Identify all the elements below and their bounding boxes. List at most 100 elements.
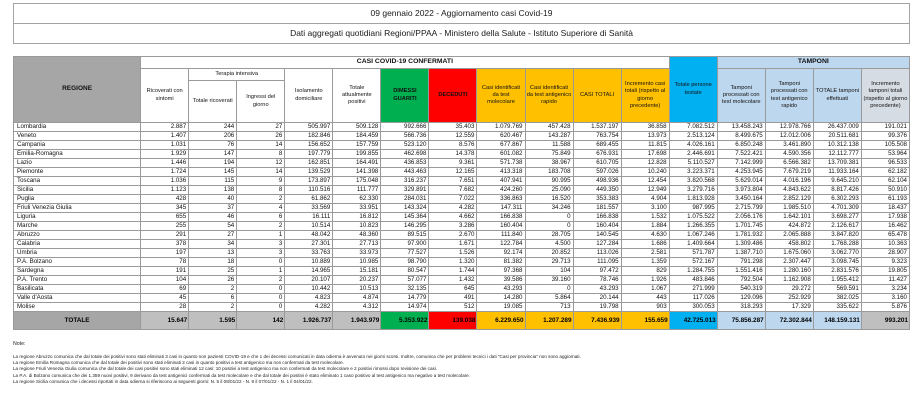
totale-value-cell: 75.856.287 [716,311,766,330]
value-cell: 46 [188,212,238,222]
value-cell: 4.026.161 [668,140,718,150]
header-tamponi-antigenico: Tamponi processati con test antigenico r… [764,68,814,123]
value-cell: 244 [188,122,238,132]
header-dimessi-guariti: DIMESSI GUARITI [380,68,430,123]
value-cell: 4.282 [428,203,478,213]
value-cell: 18.437 [860,203,911,213]
value-cell: 162.851 [284,158,334,168]
value-cell: 12.828 [620,158,670,168]
value-cell: 2 [236,221,286,231]
report-header: 09 gennaio 2022 - Aggiornamento casi Cov… [13,3,910,44]
value-cell: 26.437.009 [812,122,862,132]
value-cell: 2.446.691 [668,149,718,159]
totale-value-cell: 139.038 [428,311,478,330]
value-cell: 26 [236,131,286,141]
value-cell: 3.286 [428,221,478,231]
covid-data-table: REGIONE CASI COVID-19 CONFERMATI Totale … [12,56,911,330]
value-cell: 20.107 [284,275,334,285]
table-row: Emilia-Romagna 1.929 147 8 197.779 199.855 462… [12,149,911,159]
value-cell: 8 [236,149,286,159]
value-cell: 3.461.890 [764,140,814,150]
value-cell: 0 [236,293,286,303]
region-name: Toscana [12,176,142,186]
value-cell: 5.876 [860,302,911,312]
value-cell: 620.467 [476,131,526,141]
value-cell: 89.515 [380,230,430,240]
value-cell: 17.938 [860,212,911,222]
region-name: Basilicata [12,284,142,294]
value-cell: 6 [188,293,238,303]
value-cell: 11.815 [620,140,670,150]
value-cell: 1.280.160 [764,266,814,276]
value-cell: 382.025 [812,293,862,303]
value-cell: 166.838 [476,212,526,222]
value-cell: 597.026 [572,167,622,177]
value-cell: 4.016.196 [764,176,814,186]
value-cell: 141.398 [332,167,382,177]
value-cell: 122.784 [476,239,526,249]
value-cell: 33.973 [332,248,382,258]
notes-section: Note: La regione Abruzzo comunica che da… [13,341,910,385]
value-cell: 33.951 [332,203,382,213]
region-name: Piemonte [12,167,142,177]
value-cell: 3 [236,239,286,249]
value-cell: 9 [236,176,286,186]
value-cell: 1 [236,230,286,240]
totale-value-cell: 993.201 [860,311,911,330]
value-cell: 1.537.197 [572,122,622,132]
value-cell: 50.910 [860,185,911,195]
value-cell: 0 [524,221,574,231]
value-cell: 104 [140,275,190,285]
value-cell: 143.324 [380,203,430,213]
value-cell: 4 [236,203,286,213]
value-cell: 4.500 [524,239,574,249]
header-terapia-intensiva: Terapia intensiva [188,68,286,81]
table-row: Sicilia 1.123 138 8 110.516 111.777 329.891 7.6… [12,185,911,195]
value-cell: 566.736 [380,131,430,141]
note-emilia-romagna: La regione Emilia Romagna comunica che d… [13,360,344,366]
value-cell: 160.404 [572,221,622,231]
value-cell: 183.708 [524,167,574,177]
value-cell: 336.863 [476,194,526,204]
value-cell: 7.082.512 [668,122,718,132]
region-name: Puglia [12,194,142,204]
value-cell: 271.999 [668,284,718,294]
value-cell: 1.309.486 [716,239,766,249]
value-cell: 39.160 [524,275,574,285]
value-cell: 145.364 [380,212,430,222]
note-sicilia: La regione Sicilia comunica che i decess… [13,378,313,384]
header-totale-attualmente-positivi: Totale attualmente positivi [332,68,382,123]
value-cell: 512 [428,302,478,312]
table-row: Lazio 1.446 194 12 162.851 164.491 436.853 9.36… [12,158,911,168]
value-cell: 1.744 [428,266,478,276]
table-row: Campania 1.031 76 14 156.652 157.759 523.120 8.… [12,140,911,150]
region-name: Liguria [12,212,142,222]
totale-value-cell: 72.302.844 [764,311,814,330]
value-cell: 90.995 [524,176,574,186]
value-cell: 39.586 [476,275,526,285]
value-cell: 509.128 [332,122,382,132]
value-cell: 33.569 [284,203,334,213]
value-cell: 1.768.288 [812,239,862,249]
value-cell: 792.504 [716,275,766,285]
value-cell: 689.455 [572,140,622,150]
value-cell: 145 [188,167,238,177]
value-cell: 7.682 [428,185,478,195]
value-cell: 1.526 [428,248,478,258]
value-cell: 26 [188,275,238,285]
value-cell: 0 [524,212,574,222]
value-cell: 6.850.248 [716,140,766,150]
value-cell: 14.779 [380,293,430,303]
value-cell: 206 [188,131,238,141]
value-cell: 33.763 [284,248,334,258]
value-cell: 13.973 [620,131,670,141]
value-cell: 9.323 [860,257,911,267]
value-cell: 3.279.716 [668,185,718,195]
value-cell: 98.790 [380,257,430,267]
header-incremento-tamponi: Incremento tamponi totali (rispetto al g… [860,68,911,123]
value-cell: 3 [236,248,286,258]
value-cell: 1.079.769 [476,122,526,132]
value-cell: 2.513.124 [668,131,718,141]
table-row: P.A. Bolzano 78 18 0 10.889 10.985 98.790 1.320… [12,257,911,267]
value-cell: 157.759 [332,140,382,150]
